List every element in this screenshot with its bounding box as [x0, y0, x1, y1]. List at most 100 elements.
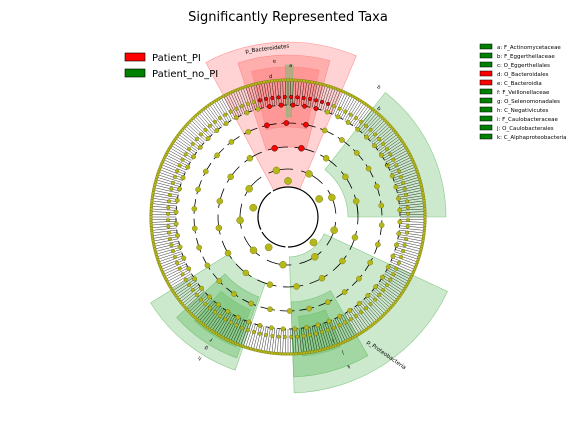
leaf-branch — [296, 81, 299, 106]
tree-node — [195, 186, 201, 193]
tree-node — [282, 334, 287, 339]
tree-node — [240, 325, 245, 330]
leaf-branch — [271, 328, 276, 353]
leaf-node — [272, 351, 277, 355]
leaf-branch — [313, 325, 320, 350]
tree-node — [270, 333, 275, 338]
taxa-legend-swatch-g — [479, 97, 493, 104]
leaf-branch — [326, 322, 336, 345]
leaf-node — [422, 231, 426, 235]
tree-node — [180, 157, 185, 162]
tree-node — [177, 266, 182, 271]
leaf-branch — [387, 155, 410, 167]
leaf-branch — [326, 89, 336, 112]
leaf-branch — [157, 249, 181, 257]
leaf-node — [150, 199, 154, 203]
leaf-branch — [195, 299, 213, 318]
leaf-branch — [165, 157, 188, 169]
tree-node — [318, 275, 326, 282]
tree-node — [397, 219, 403, 225]
leaf-branch — [201, 111, 218, 131]
leaf-branch — [371, 126, 390, 143]
leaf-branch — [279, 81, 282, 106]
taxa-legend-label-i: i: F_Caulobacteraceae — [497, 117, 558, 123]
taxa-legend-label-b: b: F_Eggerthellaceae — [497, 54, 555, 60]
leaf-branch — [398, 195, 423, 200]
leaf-branch — [399, 221, 424, 223]
tree-node — [348, 112, 353, 117]
leaf-branch — [355, 108, 371, 128]
taxa-legend-label-j: j: O_Caulobacterales — [496, 126, 554, 132]
leaf-branch — [389, 159, 412, 171]
clade-letter-b: b — [376, 84, 382, 91]
tree-node — [196, 244, 202, 251]
leaf-branch — [186, 291, 205, 308]
leaf-branch — [324, 88, 333, 112]
tree-node — [330, 226, 338, 234]
leaf-branch — [170, 273, 192, 286]
leaf-branch — [152, 206, 177, 209]
leaf-branch — [153, 198, 178, 202]
tree-node — [208, 123, 213, 128]
phylum-label-0: p_Bacteroidetes — [245, 44, 290, 55]
leaf-branch — [197, 115, 214, 134]
leaf-branch — [357, 304, 373, 324]
leaf-node — [423, 226, 427, 230]
leaf-branch — [395, 247, 419, 255]
leaf-branch — [316, 325, 323, 349]
tree-node — [204, 262, 211, 269]
leaf-branch — [353, 307, 369, 328]
leaf-node — [286, 78, 290, 82]
leaf-branch — [159, 172, 183, 181]
tree-node — [401, 249, 406, 254]
leaf-branch — [274, 328, 278, 353]
clade-letter-h: h — [197, 354, 203, 361]
tree-node — [202, 168, 209, 175]
leaf-branch — [174, 279, 195, 293]
tree-node — [233, 115, 239, 121]
clade-letter-i: i — [331, 337, 334, 343]
group-legend: Patient_PI Patient_no_PI — [124, 52, 218, 80]
leaf-branch — [353, 106, 369, 127]
leaf-branch — [173, 143, 194, 157]
tree-node — [166, 205, 171, 210]
leaf-node — [291, 78, 295, 82]
class-arc — [326, 221, 337, 246]
leaf-branch — [346, 100, 360, 122]
tree-node — [170, 249, 175, 254]
leaf-node — [299, 351, 304, 355]
tree-node — [292, 326, 298, 332]
leaf-branch — [212, 103, 226, 124]
tree-node — [295, 95, 300, 100]
leaf-node — [262, 350, 266, 354]
tree-node — [402, 186, 407, 191]
taxa-legend-swatch-b — [479, 52, 493, 59]
leaf-branch — [307, 83, 313, 107]
leaf-branch — [377, 284, 397, 300]
leaf-branch — [373, 128, 392, 145]
leaf-branch — [322, 323, 331, 347]
leaf-branch — [330, 91, 341, 114]
leaf-branch — [191, 296, 209, 314]
leaf-branch — [397, 240, 421, 247]
tree-node — [203, 127, 208, 132]
leaf-branch — [187, 124, 206, 142]
tree-node — [248, 300, 255, 307]
tree-node — [405, 218, 410, 223]
tree-node — [192, 276, 198, 282]
order-arc — [268, 146, 289, 151]
leaf-node — [422, 196, 426, 200]
leaf-branch — [164, 159, 187, 171]
tree-node — [257, 98, 262, 103]
tree-node — [324, 299, 331, 305]
tree-node — [326, 101, 331, 106]
leaf-branch — [170, 148, 192, 161]
leaf-branch — [384, 148, 406, 161]
leaf-branch — [195, 116, 213, 135]
tree-node — [183, 277, 188, 282]
leaf-branch — [169, 271, 191, 284]
tree-node — [215, 224, 223, 232]
leaf-branch — [152, 227, 177, 231]
leaf-node — [281, 352, 285, 356]
leaf-branch — [378, 136, 399, 152]
